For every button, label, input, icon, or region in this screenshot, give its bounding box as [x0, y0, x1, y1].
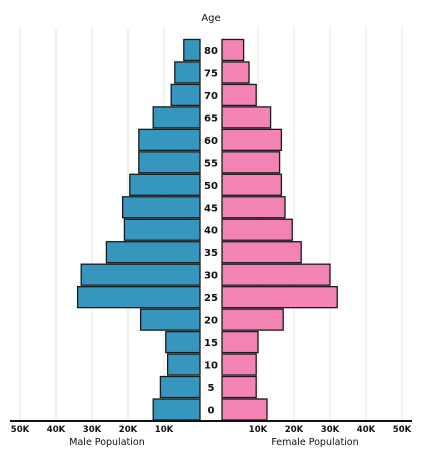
female-bar-age-75: [221, 61, 250, 84]
male-tick-label-4: 10K: [155, 425, 174, 435]
male-bar-age-5: [159, 375, 201, 399]
male-bar-age-70: [170, 83, 201, 107]
age-label-45: 45: [204, 203, 218, 214]
female-bar-age-20: [221, 308, 284, 331]
female-bar-age-15: [221, 330, 259, 354]
female-bar-age-55: [221, 151, 281, 174]
male-bar-age-80: [183, 38, 201, 62]
age-label-75: 75: [204, 68, 218, 79]
age-label-5: 5: [208, 383, 215, 394]
male-tick-label-3: 20K: [119, 425, 138, 435]
female-bar-age-45: [221, 196, 286, 219]
female-bars: [221, 38, 338, 421]
age-label-30: 30: [204, 271, 218, 282]
male-bar-age-25: [76, 285, 201, 309]
male-bar-age-35: [105, 241, 201, 264]
female-bar-age-40: [221, 218, 293, 241]
male-bar-age-0: [152, 398, 201, 421]
male-tick-label-1: 40K: [47, 425, 66, 435]
female-tick-label-4: 50K: [393, 425, 412, 435]
age-label-10: 10: [204, 361, 218, 372]
male-bar-age-50: [129, 173, 201, 196]
male-bar-age-65: [152, 106, 201, 129]
female-tick-label-3: 40K: [357, 425, 376, 435]
male-tick-label-0: 50K: [11, 425, 30, 435]
male-bar-age-15: [165, 330, 201, 354]
chart-title: Age: [201, 13, 220, 24]
age-labels: 0 5 10 15 20 25 30 35 40 45 50 55 60 65 70 75 80: [204, 46, 218, 417]
male-bars: [76, 38, 201, 421]
female-bar-age-25: [221, 285, 338, 309]
female-tick-label-2: 30K: [321, 425, 340, 435]
male-bar-age-60: [138, 128, 201, 152]
female-bar-age-80: [221, 38, 245, 62]
female-bar-age-35: [221, 241, 302, 264]
male-bar-age-45: [121, 196, 201, 219]
female-tick-label-1: 20K: [285, 425, 304, 435]
age-label-55: 55: [204, 158, 218, 169]
age-label-50: 50: [204, 181, 218, 192]
age-label-70: 70: [204, 91, 218, 102]
male-axis-label: Male Population: [69, 437, 144, 448]
age-label-0: 0: [208, 406, 215, 417]
female-bar-age-10: [221, 353, 257, 376]
age-label-35: 35: [204, 248, 218, 259]
female-bar-age-5: [221, 375, 257, 399]
female-bar-age-60: [221, 128, 283, 152]
male-tick-label-2: 30K: [83, 425, 102, 435]
male-bar-age-30: [80, 263, 201, 286]
male-bar-age-55: [138, 151, 201, 174]
female-axis-label: Female Population: [271, 437, 358, 448]
female-bar-age-65: [221, 106, 272, 129]
age-label-15: 15: [204, 338, 218, 349]
age-label-60: 60: [204, 136, 218, 147]
female-bar-age-70: [221, 83, 257, 107]
female-bar-age-0: [221, 398, 268, 421]
age-label-80: 80: [204, 46, 218, 57]
male-bar-age-20: [139, 308, 201, 331]
male-bar-age-40: [123, 218, 201, 241]
female-bar-age-50: [221, 173, 283, 196]
age-label-65: 65: [204, 113, 218, 124]
age-label-25: 25: [204, 293, 218, 304]
age-label-20: 20: [204, 316, 218, 327]
male-bar-age-10: [166, 353, 201, 376]
male-bar-age-75: [174, 61, 201, 84]
x-tick-labels: 50K 40K 30K 20K 10K 10K 20K 30K 40K 50K: [11, 425, 412, 435]
female-bar-age-30: [221, 263, 331, 286]
female-tick-label-0: 10K: [249, 425, 268, 435]
age-label-40: 40: [204, 226, 218, 237]
